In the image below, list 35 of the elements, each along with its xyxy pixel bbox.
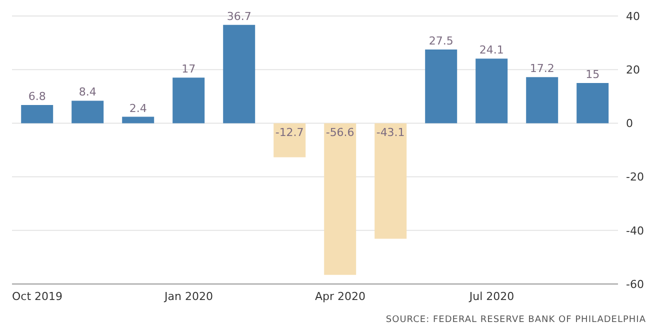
data-label: -43.1: [376, 126, 405, 140]
x-tick-label: Jan 2020: [164, 290, 213, 303]
bar: [274, 123, 306, 158]
source-note: SOURCE: FEDERAL RESERVE BANK OF PHILADELPHIA: [386, 315, 646, 325]
bar: [476, 58, 508, 124]
x-tick-label: Apr 2020: [314, 290, 366, 303]
bar: [576, 83, 609, 124]
y-tick-label: 0: [626, 117, 633, 130]
data-label: 17: [182, 62, 196, 76]
y-tick-label: -20: [626, 170, 644, 184]
data-label: -12.7: [275, 126, 304, 140]
data-label: 6.8: [28, 90, 46, 103]
bar: [324, 123, 356, 275]
bar: [223, 24, 256, 124]
y-tick-label: -60: [626, 278, 644, 291]
data-label: 2.4: [129, 102, 147, 115]
data-label: 15: [586, 68, 600, 81]
y-tick-label: 40: [626, 10, 640, 23]
bar: [172, 78, 205, 124]
bar: [425, 50, 458, 124]
data-label: -56.6: [326, 126, 354, 140]
x-tick-label: Oct 2019: [12, 290, 63, 303]
bar: [122, 116, 154, 124]
data-label: 24.1: [479, 44, 504, 57]
bar: [72, 100, 104, 124]
bar: [21, 104, 54, 124]
data-label: 17.2: [530, 62, 554, 76]
data-label: 36.7: [226, 10, 252, 23]
y-tick-label: 20: [626, 64, 640, 77]
x-tick-label: Jul 2020: [468, 290, 514, 303]
data-label: 8.4: [78, 86, 96, 99]
data-label: 27.5: [428, 34, 454, 48]
y-tick-label: -40: [626, 224, 644, 238]
bar: [374, 123, 407, 239]
bar: [526, 77, 558, 124]
